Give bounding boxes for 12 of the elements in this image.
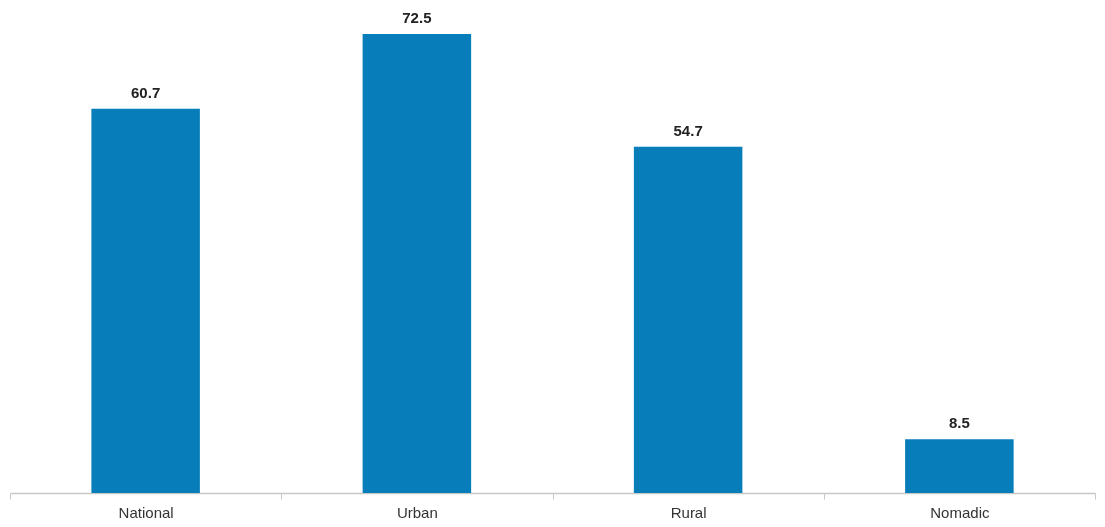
x-tick-label: Nomadic	[930, 503, 990, 521]
data-label: 60.7	[131, 83, 161, 101]
x-tick-label: Rural	[670, 503, 707, 521]
data-label: 54.7	[673, 121, 703, 139]
bar	[91, 108, 200, 493]
data-label: 8.5	[948, 414, 970, 432]
bar	[362, 34, 472, 493]
data-label: 72.5	[402, 9, 432, 26]
x-tick-label: National	[118, 503, 174, 521]
bar	[633, 146, 743, 493]
x-tick-label: Urban	[396, 503, 438, 521]
bar	[905, 439, 1014, 493]
